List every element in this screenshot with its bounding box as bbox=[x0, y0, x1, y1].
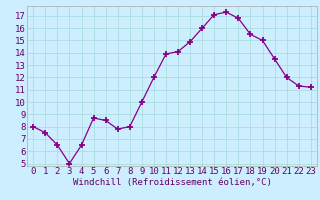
X-axis label: Windchill (Refroidissement éolien,°C): Windchill (Refroidissement éolien,°C) bbox=[73, 178, 271, 187]
